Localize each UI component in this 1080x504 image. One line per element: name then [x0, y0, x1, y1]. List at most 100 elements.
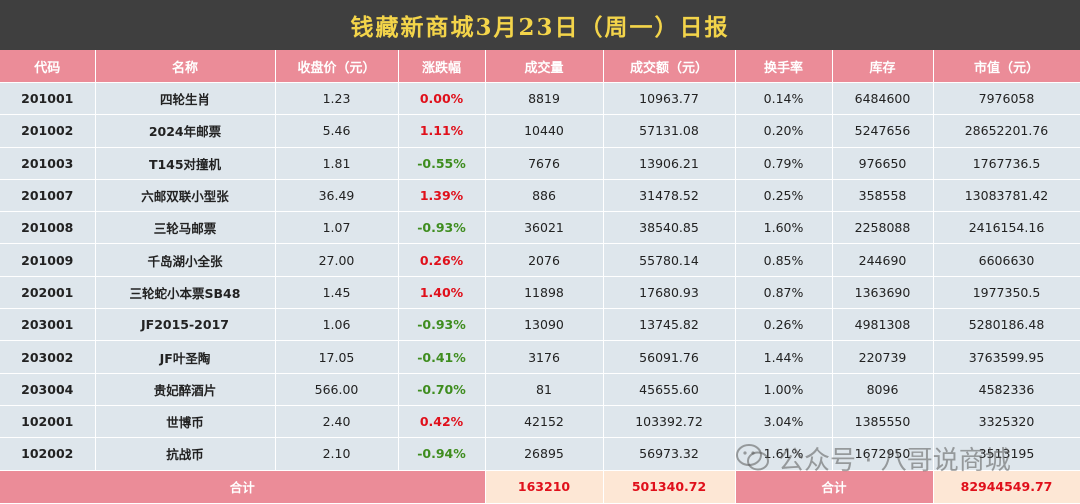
report-title: 钱藏新商城3月23日（周一）日报: [350, 14, 730, 41]
cell-volume: 36021: [485, 211, 604, 245]
cell-rate: 0.85%: [735, 243, 833, 277]
cell-code: 201003: [0, 147, 96, 180]
cell-change: 1.39%: [398, 179, 486, 213]
cell-change: 1.40%: [398, 276, 486, 310]
cell-close: 27.00: [275, 243, 399, 277]
cell-name: JF2015-2017: [95, 308, 276, 342]
cell-code: 102002: [0, 437, 96, 471]
cell-turnover: 56973.32: [603, 437, 736, 471]
cell-code: 202001: [0, 276, 96, 310]
cell-turnover: 13745.82: [603, 308, 736, 342]
cell-change: -0.41%: [398, 340, 486, 374]
cell-close: 36.49: [275, 179, 399, 213]
totals-cap: 82944549.77: [933, 470, 1080, 504]
cell-stock: 220739: [832, 340, 934, 374]
cell-volume: 3176: [485, 340, 604, 374]
cell-cap: 7976058: [933, 82, 1080, 116]
cell-volume: 42152: [485, 405, 604, 439]
cell-turnover: 56091.76: [603, 340, 736, 374]
cell-change: -0.55%: [398, 147, 486, 180]
cell-close: 566.00: [275, 373, 399, 406]
cell-change: 0.00%: [398, 82, 486, 116]
cell-name: 六邮双联小型张: [95, 179, 276, 213]
cell-cap: 2416154.16: [933, 211, 1080, 245]
cell-rate: 3.04%: [735, 405, 833, 439]
cell-close: 17.05: [275, 340, 399, 374]
cell-cap: 1977350.5: [933, 276, 1080, 310]
cell-rate: 1.61%: [735, 437, 833, 471]
col-header-name: 名称: [95, 50, 276, 83]
cell-close: 1.06: [275, 308, 399, 342]
cell-code: 203001: [0, 308, 96, 342]
totals-row: 合计 163210 501340.72 合计 82944549.77: [0, 470, 1080, 504]
totals-label: 合计: [0, 470, 486, 504]
table-row: 201009 千岛湖小全张 27.00 0.26% 2076 55780.14 …: [0, 243, 1080, 277]
cell-volume: 81: [485, 373, 604, 406]
cell-code: 201008: [0, 211, 96, 245]
cell-close: 1.81: [275, 147, 399, 180]
cell-name: 三轮蛇小本票SB48: [95, 276, 276, 310]
cell-close: 2.10: [275, 437, 399, 471]
cell-turnover: 103392.72: [603, 405, 736, 439]
col-header-cap: 市值（元）: [933, 50, 1080, 83]
cell-cap: 4582336: [933, 373, 1080, 406]
cell-cap: 1767736.5: [933, 147, 1080, 180]
cell-stock: 1363690: [832, 276, 934, 310]
cell-change: -0.94%: [398, 437, 486, 471]
totals-label-secondary: 合计: [735, 470, 934, 504]
table-row: 203001 JF2015-2017 1.06 -0.93% 13090 137…: [0, 308, 1080, 342]
cell-stock: 6484600: [832, 82, 934, 116]
daily-report-table: 代码 名称 收盘价（元） 涨跌幅 成交量 成交额（元） 换手率 库存 市值（元）…: [0, 50, 1080, 504]
table-row: 102002 抗战币 2.10 -0.94% 26895 56973.32 1.…: [0, 437, 1080, 471]
cell-stock: 2258088: [832, 211, 934, 245]
table-row: 201008 三轮马邮票 1.07 -0.93% 36021 38540.85 …: [0, 211, 1080, 245]
cell-rate: 0.79%: [735, 147, 833, 180]
cell-rate: 0.87%: [735, 276, 833, 310]
cell-stock: 1385550: [832, 405, 934, 439]
col-header-volume: 成交量: [485, 50, 604, 83]
col-header-rate: 换手率: [735, 50, 833, 83]
cell-turnover: 31478.52: [603, 179, 736, 213]
cell-name: 四轮生肖: [95, 82, 276, 116]
table-row: 201003 T145对撞机 1.81 -0.55% 7676 13906.21…: [0, 147, 1080, 180]
cell-name: 千岛湖小全张: [95, 243, 276, 277]
cell-code: 201007: [0, 179, 96, 213]
cell-turnover: 38540.85: [603, 211, 736, 245]
cell-volume: 11898: [485, 276, 604, 310]
cell-code: 203004: [0, 373, 96, 406]
cell-cap: 3325320: [933, 405, 1080, 439]
cell-change: 0.42%: [398, 405, 486, 439]
cell-volume: 13090: [485, 308, 604, 342]
cell-change: -0.70%: [398, 373, 486, 406]
table-row: 102001 世博币 2.40 0.42% 42152 103392.72 3.…: [0, 405, 1080, 439]
cell-close: 1.45: [275, 276, 399, 310]
cell-code: 201001: [0, 82, 96, 116]
cell-turnover: 57131.08: [603, 114, 736, 148]
cell-cap: 5280186.48: [933, 308, 1080, 342]
cell-name: 贵妃醉酒片: [95, 373, 276, 406]
cell-name: T145对撞机: [95, 147, 276, 180]
cell-code: 203002: [0, 340, 96, 374]
report-title-bar: 钱藏新商城3月23日（周一）日报: [0, 0, 1080, 50]
cell-rate: 1.00%: [735, 373, 833, 406]
cell-name: 抗战币: [95, 437, 276, 471]
cell-close: 5.46: [275, 114, 399, 148]
cell-name: 2024年邮票: [95, 114, 276, 148]
cell-change: 1.11%: [398, 114, 486, 148]
cell-turnover: 13906.21: [603, 147, 736, 180]
cell-volume: 8819: [485, 82, 604, 116]
cell-rate: 0.20%: [735, 114, 833, 148]
cell-stock: 8096: [832, 373, 934, 406]
table-row: 201001 四轮生肖 1.23 0.00% 8819 10963.77 0.1…: [0, 82, 1080, 116]
cell-volume: 7676: [485, 147, 604, 180]
cell-close: 1.23: [275, 82, 399, 116]
col-header-change: 涨跌幅: [398, 50, 486, 83]
cell-rate: 0.26%: [735, 308, 833, 342]
cell-stock: 976650: [832, 147, 934, 180]
table-row: 203002 JF叶圣陶 17.05 -0.41% 3176 56091.76 …: [0, 340, 1080, 374]
cell-volume: 2076: [485, 243, 604, 277]
cell-code: 201002: [0, 114, 96, 148]
cell-rate: 1.60%: [735, 211, 833, 245]
cell-stock: 5247656: [832, 114, 934, 148]
cell-stock: 1672950: [832, 437, 934, 471]
